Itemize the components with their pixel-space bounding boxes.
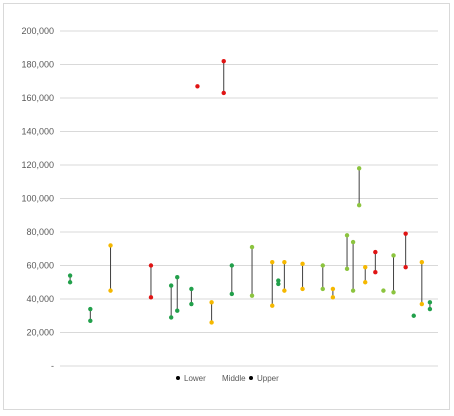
legend: Lower Middle Upper (176, 374, 279, 383)
lower-point (229, 291, 235, 297)
upper-point (419, 259, 425, 265)
lower-point (356, 203, 362, 208)
upper-point (344, 233, 350, 238)
upper-point (282, 259, 287, 265)
lower-point (249, 293, 255, 298)
lower-point (363, 280, 368, 285)
lower-point (88, 318, 93, 323)
legend-label: Upper (257, 374, 279, 383)
lower-point (67, 280, 73, 285)
marks-layer (67, 58, 433, 325)
legend-marker (176, 376, 180, 380)
lower-point (168, 315, 174, 320)
lower-point (411, 313, 416, 318)
upper-point (427, 300, 433, 305)
lower-point (276, 281, 281, 287)
lower-point (175, 308, 180, 313)
lower-point (350, 288, 356, 293)
upper-point (270, 259, 275, 265)
upper-point (88, 306, 93, 312)
upper-point (209, 300, 214, 305)
upper-point (148, 263, 154, 268)
lower-point (381, 288, 386, 293)
y-tick-label: 140,000 (21, 127, 54, 137)
y-tick-label: 60,000 (26, 261, 54, 271)
lower-point (419, 301, 425, 307)
y-tick-label: 80,000 (26, 227, 54, 237)
y-axis-ticks: - 20,000 40,000 60,000 80,000 100,000 120,000 1… (21, 26, 54, 371)
lower-point (427, 306, 433, 312)
lower-point (108, 288, 113, 293)
upper-point (67, 273, 73, 278)
y-tick-label: 180,000 (21, 60, 54, 70)
y-tick-label: 100,000 (21, 194, 54, 204)
lower-point (195, 84, 200, 89)
upper-point (320, 263, 325, 268)
y-tick-label: 200,000 (21, 26, 54, 36)
upper-point (373, 249, 378, 255)
lower-point (373, 270, 378, 275)
lower-point (391, 290, 396, 295)
lower-point (148, 295, 154, 300)
upper-point (300, 261, 305, 267)
upper-point (276, 278, 281, 283)
upper-point (356, 166, 362, 171)
upper-point (108, 243, 113, 248)
upper-point (221, 58, 226, 64)
lower-point (209, 320, 214, 325)
y-tick-label: - (51, 361, 54, 371)
upper-point (229, 263, 235, 268)
legend-marker (249, 376, 253, 380)
legend-label: Lower (184, 374, 206, 383)
y-tick-label: 20,000 (26, 328, 54, 338)
legend-label: Middle (222, 374, 246, 383)
y-tick-label: 160,000 (21, 93, 54, 103)
lower-point (189, 301, 194, 307)
lower-point (330, 295, 336, 300)
upper-point (391, 253, 396, 258)
lower-point (221, 90, 226, 96)
grid-layer (60, 30, 438, 367)
lower-point (320, 286, 325, 292)
upper-point (330, 286, 336, 292)
upper-point (350, 239, 356, 245)
upper-point (403, 231, 408, 236)
upper-point (168, 283, 174, 288)
upper-point (175, 275, 180, 280)
lower-point (403, 264, 408, 270)
upper-point (363, 264, 368, 270)
lower-point (270, 303, 275, 308)
lower-point (300, 286, 305, 292)
y-tick-label: 40,000 (26, 294, 54, 304)
upper-point (189, 286, 194, 292)
lower-point (344, 266, 350, 272)
upper-point (249, 244, 255, 250)
chart-frame (3, 3, 450, 410)
lower-point (282, 288, 287, 293)
y-tick-label: 120,000 (21, 160, 54, 170)
